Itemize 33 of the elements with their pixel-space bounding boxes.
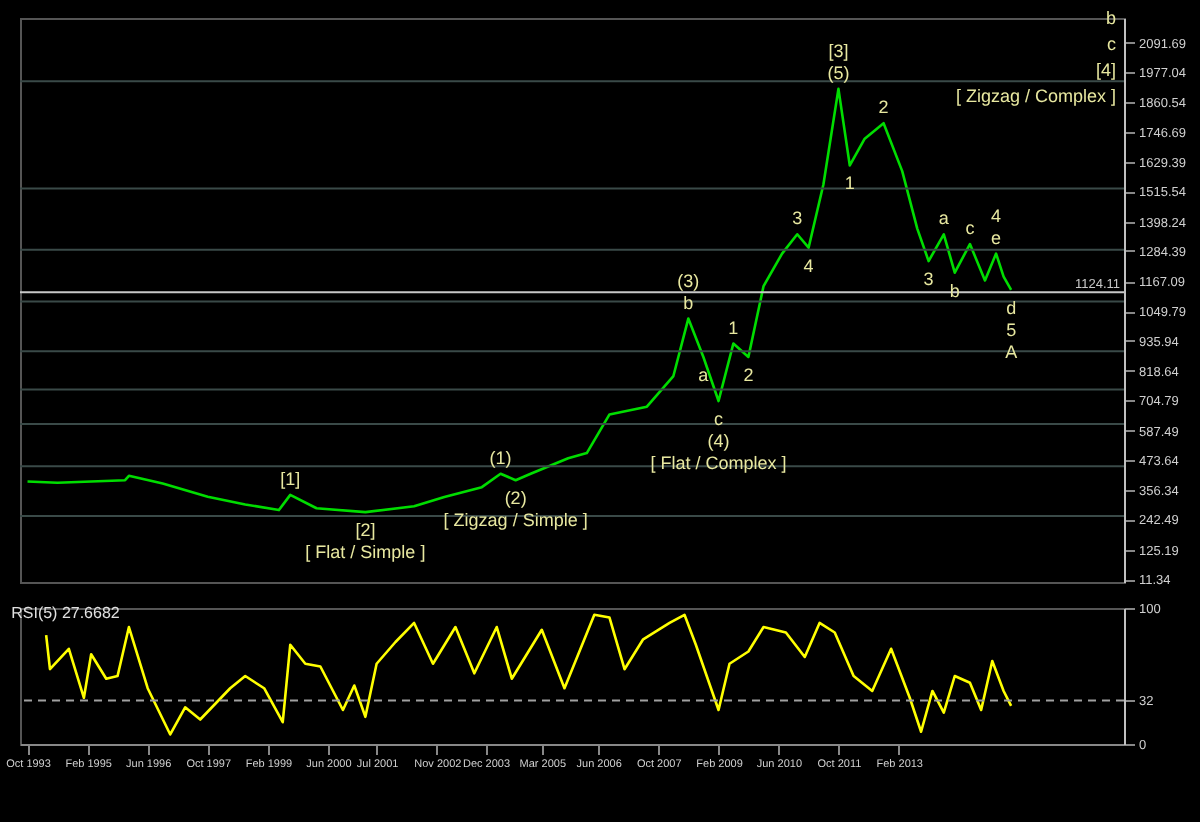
annotation: [ Zigzag / Simple ] [443,510,588,531]
annotation: (2) [504,488,527,509]
annotation: 3 [923,269,934,290]
annotation: c [965,218,976,239]
annotation: [2] [355,520,376,541]
annotation: a [698,364,709,385]
annotation: b [683,292,694,313]
annotation: 1 [728,317,739,338]
annotation: [3] [828,40,849,61]
annotation: 2 [743,364,754,385]
annotation: 2 [878,97,889,118]
annotation: 5 [1006,319,1017,340]
annotation: (1) [489,447,512,468]
annotation: (4) [707,431,730,452]
annotation: [4] [1095,60,1116,80]
annotation: 4 [803,255,814,276]
annotation: d [1006,297,1017,318]
annotation: [ Flat / Complex ] [650,453,787,474]
annotation: [ Flat / Simple ] [305,542,426,563]
annotation: (5) [827,62,850,83]
annotation: 4 [991,205,1002,226]
chart-title: RSI(5) 27.6682 [11,604,121,622]
annotation: a [938,208,949,229]
annotation: 3 [792,208,803,229]
annotation: [ Zigzag / Complex ] [955,86,1116,106]
annotation: c [1107,34,1117,54]
annotation: b [1105,8,1116,28]
annotation: 1 [844,173,855,194]
annotation: A [1005,341,1018,362]
annotation: c [714,409,725,430]
annotation: e [991,227,1002,248]
annotation: (3) [677,270,700,291]
annotation: [1] [280,468,301,489]
